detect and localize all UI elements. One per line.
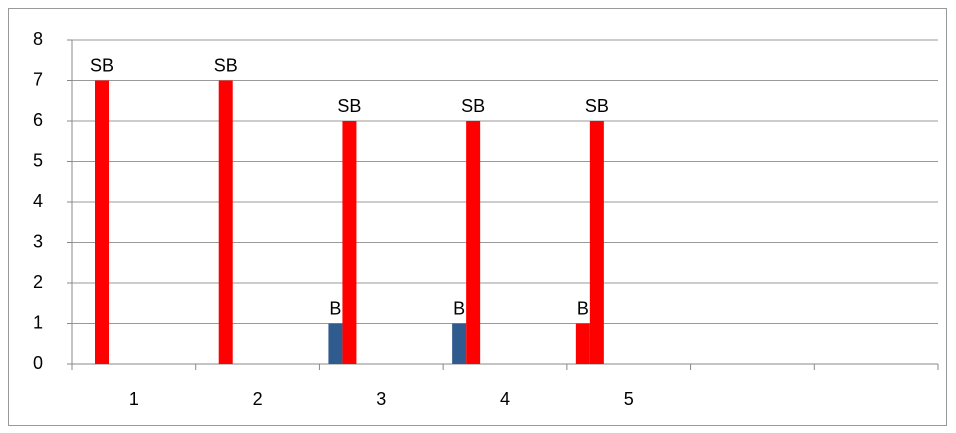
bar	[452, 323, 467, 364]
y-tick-label: 6	[33, 110, 43, 130]
bar	[575, 323, 590, 364]
data-label: SB	[90, 55, 114, 75]
x-tick-label: 3	[376, 389, 386, 409]
y-tick-label: 5	[33, 150, 43, 170]
y-tick-label: 3	[33, 231, 43, 251]
y-tick-label: 8	[33, 29, 43, 49]
bar	[589, 121, 604, 364]
bar	[342, 121, 357, 364]
data-label: B	[329, 298, 341, 318]
data-label: SB	[214, 55, 238, 75]
x-tick-label: 4	[500, 389, 510, 409]
y-tick-label: 2	[33, 272, 43, 292]
data-label: SB	[461, 96, 485, 116]
y-tick-label: 7	[33, 69, 43, 89]
y-tick-label: 1	[33, 312, 43, 332]
y-tick-label: 0	[33, 353, 43, 373]
x-tick-label: 1	[129, 389, 139, 409]
data-label: SB	[585, 96, 609, 116]
x-tick-label: 5	[624, 389, 634, 409]
data-label: B	[453, 298, 465, 318]
data-label: B	[577, 298, 589, 318]
x-tick-label: 2	[253, 389, 263, 409]
bar	[328, 323, 343, 364]
y-tick-label: 4	[33, 191, 43, 211]
data-label: SB	[337, 96, 361, 116]
bar	[95, 80, 109, 364]
bar	[218, 80, 233, 364]
bar	[466, 121, 481, 364]
